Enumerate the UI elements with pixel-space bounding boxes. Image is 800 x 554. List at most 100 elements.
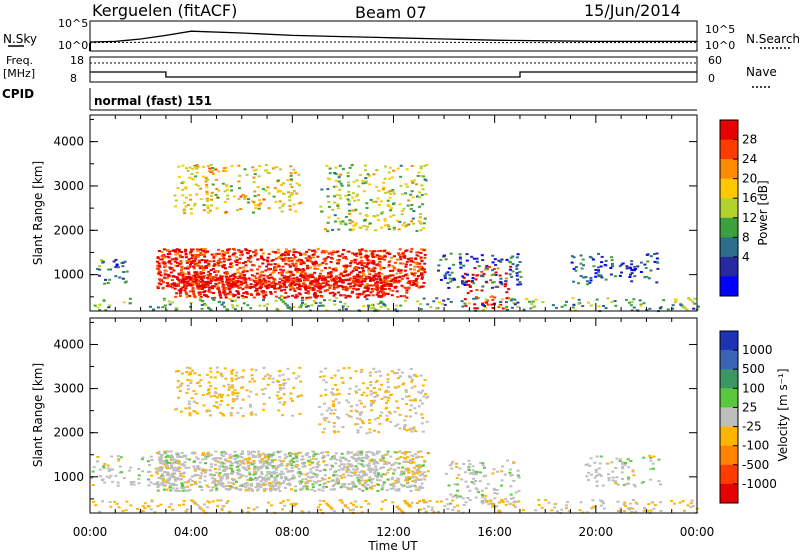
heatmap-cell xyxy=(335,477,339,480)
heatmap-cell xyxy=(195,171,199,174)
heatmap-cell xyxy=(410,430,414,433)
heatmap-cell xyxy=(167,473,171,476)
heatmap-cell xyxy=(224,468,228,471)
heatmap-cell xyxy=(300,259,304,262)
heatmap-cell xyxy=(577,302,581,305)
heatmap-cell xyxy=(220,400,224,402)
heatmap-cell xyxy=(634,510,638,513)
heatmap-cell xyxy=(413,283,417,286)
heatmap-cell xyxy=(212,480,216,483)
heatmap-cell xyxy=(599,265,603,268)
heatmap-cell xyxy=(298,412,302,415)
heatmap-cell xyxy=(299,272,303,275)
heatmap-cell xyxy=(269,292,273,295)
heatmap-cell xyxy=(414,481,418,484)
heatmap-cell xyxy=(392,485,396,488)
heatmap-cell xyxy=(419,487,423,490)
heatmap-cell xyxy=(210,169,214,172)
heatmap-cell xyxy=(191,288,195,291)
heatmap-cell xyxy=(221,250,225,253)
heatmap-cell xyxy=(326,195,330,198)
heatmap-cell xyxy=(378,388,382,391)
heatmap-cell xyxy=(380,301,384,304)
heatmap-cell xyxy=(333,195,336,198)
heatmap-cell xyxy=(318,470,322,472)
heatmap-cell xyxy=(236,209,240,211)
heatmap-cell xyxy=(110,455,114,458)
heatmap-cell xyxy=(498,274,502,277)
heatmap-cell xyxy=(335,194,339,196)
heatmap-cell xyxy=(627,466,631,469)
heatmap-cell xyxy=(159,468,163,471)
heatmap-cell xyxy=(231,470,234,473)
heatmap-cell xyxy=(283,401,287,404)
heatmap-cell xyxy=(185,260,189,262)
heatmap-cell xyxy=(241,450,244,453)
heatmap-cell xyxy=(228,297,232,300)
heatmap-cell xyxy=(289,274,293,277)
heatmap-cell xyxy=(348,387,352,390)
heatmap-cell xyxy=(282,403,286,406)
heatmap-cell xyxy=(388,196,392,199)
heatmap-cell xyxy=(408,409,412,412)
heatmap-cell xyxy=(666,308,670,311)
heatmap-cell xyxy=(646,509,650,512)
heatmap-cell xyxy=(219,372,223,375)
heatmap-cell xyxy=(358,293,362,295)
heatmap-cell xyxy=(565,300,568,303)
heatmap-cell xyxy=(424,393,428,395)
heatmap-cell xyxy=(295,192,299,195)
heatmap-cell xyxy=(307,510,311,513)
heatmap-cell xyxy=(507,296,511,299)
heatmap-cell xyxy=(534,298,538,301)
heatmap-cell xyxy=(494,264,498,266)
heatmap-cell xyxy=(390,464,394,467)
heatmap-cell xyxy=(587,479,590,481)
heatmap-cell xyxy=(363,279,367,282)
heatmap-cell xyxy=(172,472,176,475)
heatmap-cell xyxy=(287,191,291,194)
heatmap-cell xyxy=(118,276,122,279)
heatmap-cell xyxy=(239,452,243,455)
heatmap-cell xyxy=(256,282,260,285)
heatmap-cell xyxy=(364,169,367,172)
heatmap-cell xyxy=(351,252,354,255)
heatmap-cell xyxy=(652,507,656,510)
heatmap-cell xyxy=(245,270,249,273)
heatmap-cell xyxy=(374,371,378,373)
heatmap-cell xyxy=(351,269,355,272)
heatmap-cell xyxy=(269,453,273,456)
heatmap-cell xyxy=(597,273,601,276)
heatmap-cell xyxy=(238,187,241,190)
heatmap-cell xyxy=(217,170,221,173)
heatmap-cell xyxy=(421,486,425,489)
heatmap-cell xyxy=(395,458,399,460)
heatmap-cell xyxy=(264,474,268,477)
heatmap-cell xyxy=(249,477,253,480)
heatmap-cell xyxy=(288,284,292,287)
heatmap-cell xyxy=(352,285,356,288)
heatmap-cell xyxy=(419,274,423,276)
heatmap-cell xyxy=(579,254,583,257)
heatmap-cell xyxy=(194,276,198,279)
heatmap-cell xyxy=(192,400,196,403)
heatmap-cell xyxy=(349,285,353,288)
heatmap-cell xyxy=(340,501,344,504)
heatmap-cell xyxy=(344,194,348,197)
heatmap-cell xyxy=(319,205,323,208)
heatmap-cell xyxy=(380,285,384,287)
heatmap-cell xyxy=(372,274,376,277)
heatmap-cell xyxy=(288,463,292,466)
heatmap-cell xyxy=(407,258,411,261)
heatmap-cell xyxy=(270,285,274,288)
heatmap-cell xyxy=(193,467,197,470)
heatmap-cell xyxy=(169,285,173,288)
heatmap-cell xyxy=(230,471,234,474)
heatmap-cell xyxy=(278,384,282,386)
heatmap-cell xyxy=(630,260,634,263)
heatmap-cell xyxy=(294,296,298,299)
heatmap-cell xyxy=(98,268,102,271)
heatmap-cell xyxy=(400,193,404,196)
heatmap-cell xyxy=(365,394,369,397)
heatmap-cell xyxy=(192,390,196,392)
